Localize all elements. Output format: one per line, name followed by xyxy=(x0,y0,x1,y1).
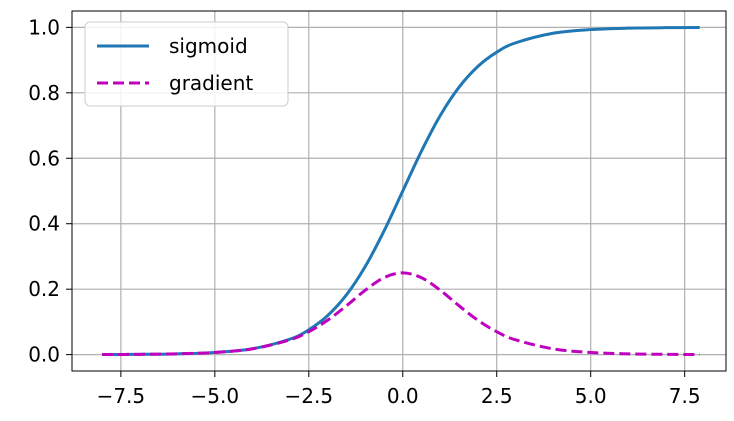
gradient-line xyxy=(102,271,700,357)
legend-label-sigmoid: sigmoid xyxy=(169,34,248,58)
y-tick-label: 0.2 xyxy=(28,277,60,301)
sigmoid-line xyxy=(102,25,700,357)
x-tick-label: −7.5 xyxy=(97,384,146,408)
y-tick-label: 0.6 xyxy=(28,146,60,170)
legend-label-gradient: gradient xyxy=(169,71,253,95)
legend: sigmoid gradient xyxy=(84,21,289,107)
x-tick-label: −5.0 xyxy=(191,384,240,408)
series-group xyxy=(102,25,700,357)
x-tick-label: 7.5 xyxy=(669,384,701,408)
x-tick-label: −2.5 xyxy=(285,384,334,408)
y-tick-label: 0.8 xyxy=(28,81,60,105)
x-tick-label: 5.0 xyxy=(575,384,607,408)
legend-box xyxy=(84,21,289,107)
ticks: −7.5 −5.0 −2.5 0.0 2.5 5.0 7.5 0.0 0.2 0.4 0.6 0.8 1… xyxy=(28,15,700,408)
axes-frame xyxy=(71,10,727,372)
y-tick-label: 0.4 xyxy=(28,212,60,236)
x-tick-label: 2.5 xyxy=(481,384,513,408)
y-tick-label: 0.0 xyxy=(28,343,60,367)
x-tick-label: 0.0 xyxy=(387,384,419,408)
y-tick-label: 1.0 xyxy=(28,15,60,39)
